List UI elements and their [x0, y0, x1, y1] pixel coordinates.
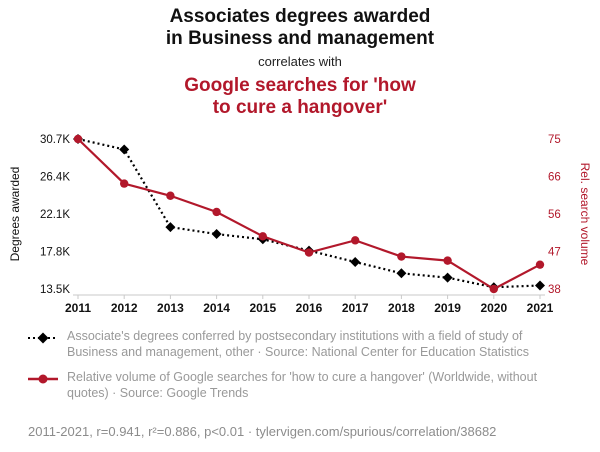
circle-marker [489, 284, 498, 294]
diamond-marker [535, 280, 545, 291]
degrees-series-marker-icon [28, 332, 58, 344]
series-line-right [77, 138, 541, 291]
legend-text-searches: Relative volume of Google searches for '… [67, 370, 538, 400]
right-tick-label: 75 [548, 134, 561, 146]
circle-marker [258, 232, 267, 241]
diamond-marker [396, 268, 407, 279]
chart-svg: 2011 2012 2013 2014 2015 2016 2017 2018 2019 2020… [40, 134, 561, 315]
page-title: Associates degrees awarded in Business a… [0, 6, 600, 50]
x-tick-label: 2015 [249, 301, 276, 315]
diamond-marker [165, 222, 176, 233]
circle-marker [73, 134, 83, 144]
correlates-with-label: correlates with [258, 54, 342, 69]
x-tick-label: 2021 [527, 301, 554, 315]
stats-footer: 2011-2021, r=0.941, r²=0.886, p<0.01 · t… [28, 424, 497, 439]
x-tick-label: 2013 [157, 301, 184, 315]
left-tick-label: 26.4K [40, 172, 70, 184]
right-tick-label: 47 [548, 247, 561, 259]
circle-marker [166, 191, 175, 200]
circle-marker [351, 236, 360, 245]
diamond-marker [211, 229, 222, 240]
x-tick-label: 2020 [480, 301, 507, 315]
right-tick-label: 56 [548, 209, 561, 221]
chart-header: Associates degrees awarded in Business a… [0, 0, 600, 119]
title-line-1: Associates degrees awarded [169, 6, 431, 27]
right-axis-title: Rel. search volume [578, 162, 592, 266]
left-tick-label: 13.5K [40, 284, 70, 296]
circle-marker [304, 248, 314, 257]
x-tick-label: 2017 [342, 301, 369, 315]
red-title-line-2: to cure a hangover' [212, 97, 388, 118]
legend: Associate's degrees conferred by postsec… [28, 328, 548, 410]
circle-marker [535, 260, 545, 269]
diamond-marker [119, 144, 130, 155]
series-line-left [77, 137, 541, 289]
searches-series-marker-icon [28, 374, 58, 384]
x-tick-label: 2016 [296, 301, 323, 315]
circle-marker [397, 252, 406, 261]
circle-marker [212, 207, 221, 217]
red-title-line-1: Google searches for 'how [184, 75, 416, 96]
left-tick-label: 30.7K [40, 134, 70, 146]
circle-marker [443, 256, 452, 265]
title-line-2: in Business and management [165, 28, 435, 49]
legend-item-degrees: Associate's degrees conferred by postsec… [28, 328, 548, 360]
x-tick-label: 2014 [203, 301, 230, 315]
right-tick-label: 66 [548, 172, 561, 184]
circle-marker [120, 179, 129, 188]
x-tick-label: 2019 [434, 301, 461, 315]
left-tick-label: 22.1K [40, 209, 70, 221]
x-tick-label: 2012 [111, 301, 138, 315]
diamond-marker [350, 256, 361, 267]
x-tick-label: 2011 [65, 301, 91, 315]
legend-item-searches: Relative volume of Google searches for '… [28, 369, 548, 401]
diamond-marker [442, 272, 453, 283]
secondary-title: Google searches for 'how to cure a hango… [0, 75, 600, 119]
left-tick-label: 17.8K [40, 247, 70, 259]
left-axis-title: Degrees awarded [8, 166, 22, 262]
x-tick-label: 2018 [388, 301, 415, 315]
right-tick-label: 38 [548, 284, 561, 296]
legend-text-degrees: Associate's degrees conferred by postsec… [67, 329, 530, 359]
